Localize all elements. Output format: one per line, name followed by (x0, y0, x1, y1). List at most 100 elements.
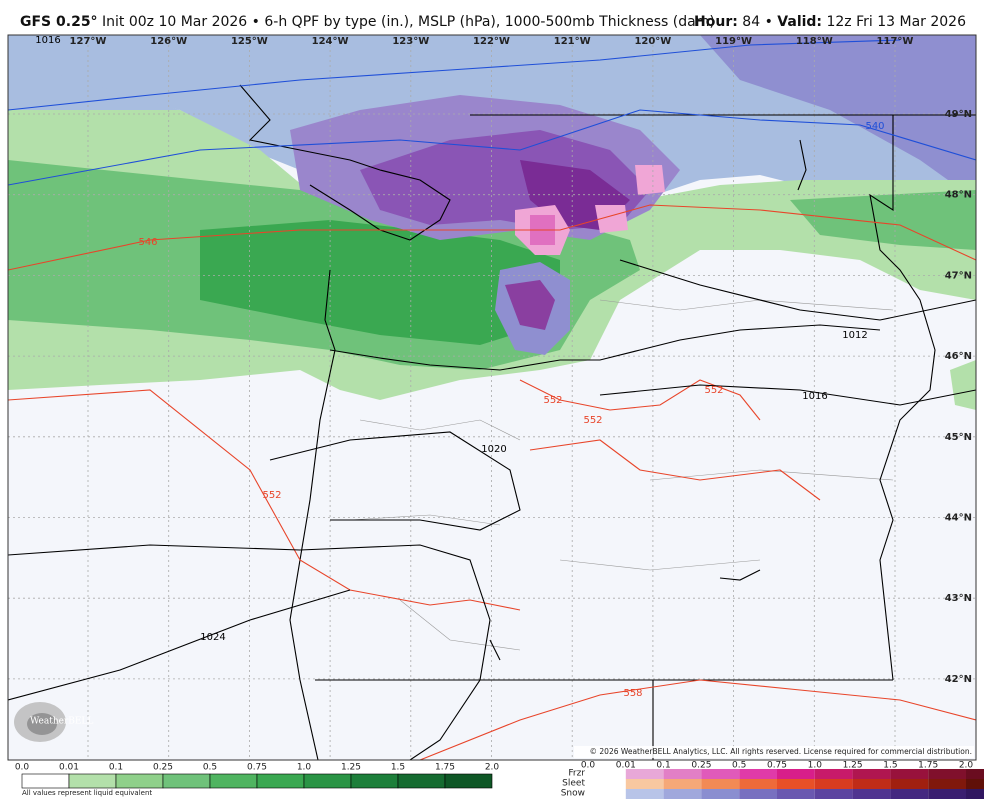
init: Init 00z 10 Mar 2026 (102, 14, 247, 30)
rain-moderate (790, 190, 976, 250)
mixed-label: 1.75 (918, 761, 938, 771)
mixed-label: 0.25 (691, 761, 711, 771)
watermark-logo (14, 702, 66, 742)
map-shape (8, 109, 976, 186)
latitude-label: 48°N (945, 190, 972, 201)
mixed-swatch (777, 769, 815, 779)
map-shape (489, 139, 807, 661)
mixed-swatch (890, 779, 929, 789)
header-title: GFS 0.25° Init 00z 10 Mar 2026 • 6-h QPF… (20, 14, 715, 30)
mixed-swatch (739, 769, 777, 779)
map-shape (315, 114, 976, 760)
header-valid: Hour: 84 • Valid: 12z Fri 13 Mar 2026 (694, 14, 966, 30)
valid-label: Valid: (777, 14, 822, 30)
type-label: Frzr (568, 769, 585, 779)
map-shape (599, 259, 976, 406)
longitude-label: 120°W (634, 36, 671, 47)
contour-labels: 1016 540 546 1012 1016 552 552 552 1020 552 1024 55… (35, 35, 884, 699)
longitude-label: 123°W (392, 36, 429, 47)
contour-label: 552 (262, 490, 281, 501)
rain-note: All values represent liquid equivalent (22, 789, 152, 797)
mixed-swatch (814, 769, 853, 779)
rain-swatch (68, 773, 117, 789)
mixed-swatch (852, 779, 891, 789)
mixed-label: 0.1 (656, 761, 670, 771)
longitude-label: 127°W (70, 36, 107, 47)
mixed-swatch (966, 789, 984, 799)
mixed-swatch (966, 769, 984, 779)
rain-label: 1.25 (341, 763, 361, 773)
rain-label: 1.0 (297, 763, 312, 773)
map-shape (329, 324, 881, 371)
hour: 84 (742, 14, 760, 30)
map-frame (7, 34, 977, 761)
contour-label: 1016 (802, 391, 827, 402)
mixed-swatch (852, 769, 891, 779)
mixed-swatch (625, 779, 664, 789)
contour-label: 1024 (200, 632, 225, 643)
longitude-label: 126°W (150, 36, 187, 47)
mixed-label: 2.0 (959, 761, 974, 771)
mixed-label: 1.5 (883, 761, 897, 771)
rain-heavy (200, 220, 560, 345)
watermark: WeatherBELL (30, 717, 93, 727)
mixed-swatch (890, 789, 929, 799)
mixed-label: 0.01 (616, 761, 636, 771)
rain-label: 0.25 (153, 763, 173, 773)
longitude-label: 122°W (473, 36, 510, 47)
rain-swatch (444, 773, 493, 789)
mixed-swatch (777, 789, 815, 799)
map-shape (269, 431, 521, 531)
latitude-label: 44°N (945, 513, 972, 524)
snow-area (700, 35, 976, 200)
contour-label: 1012 (842, 330, 867, 341)
mixed-label: 0.5 (732, 761, 746, 771)
contour-label: 558 (623, 688, 642, 699)
map-shape (419, 379, 976, 760)
map-shape (349, 299, 894, 651)
longitude-label: 125°W (231, 36, 268, 47)
map-shape (8, 39, 901, 111)
mixed-swatch (814, 789, 853, 799)
mixed-swatch (928, 779, 966, 789)
copyright-bg (574, 746, 974, 758)
rain-light (950, 360, 976, 410)
rain-swatch (397, 773, 446, 789)
contour-label: 1016 (35, 35, 60, 46)
latitude-label: 49°N (945, 109, 972, 120)
map-shape (27, 713, 57, 735)
rain-label: 0.1 (109, 763, 123, 773)
mixed-swatch (928, 789, 966, 799)
longitude-label: 117°W (877, 36, 914, 47)
longitude-label: 124°W (312, 36, 349, 47)
mixed-swatch (739, 789, 777, 799)
mixed-swatch (701, 789, 740, 799)
longitude-label: 118°W (796, 36, 833, 47)
county-lines (349, 299, 894, 651)
separator: • (252, 14, 260, 30)
model: GFS 0.25° (20, 14, 98, 30)
rain-swatch (303, 773, 352, 789)
snow-area (8, 70, 180, 110)
rain-swatch (256, 773, 305, 789)
longitude-label: 119°W (715, 36, 752, 47)
latitude-label: 43°N (945, 593, 972, 604)
mixed-label: 0.75 (767, 761, 787, 771)
rain-swatch (115, 773, 164, 789)
rain-label: 0.01 (59, 763, 79, 773)
rain-label: 2.0 (485, 763, 500, 773)
rain-label: 0.75 (247, 763, 267, 773)
rain-swatch (350, 773, 399, 789)
rain-label: 0.5 (203, 763, 217, 773)
contour-label: 546 (138, 237, 157, 248)
mixed-swatch (625, 789, 664, 799)
latitude-label: 47°N (945, 270, 972, 281)
mixed-swatch (890, 769, 929, 779)
latitude-label: 46°N (945, 351, 972, 362)
map: 1016 540 546 1012 1016 552 552 552 1020 552 1024 55… (8, 35, 976, 760)
mixed-swatch (663, 779, 702, 789)
contour-label: 552 (583, 415, 602, 426)
mixed-swatch (852, 789, 891, 799)
map-shape (8, 204, 976, 271)
map-shape (289, 269, 336, 760)
